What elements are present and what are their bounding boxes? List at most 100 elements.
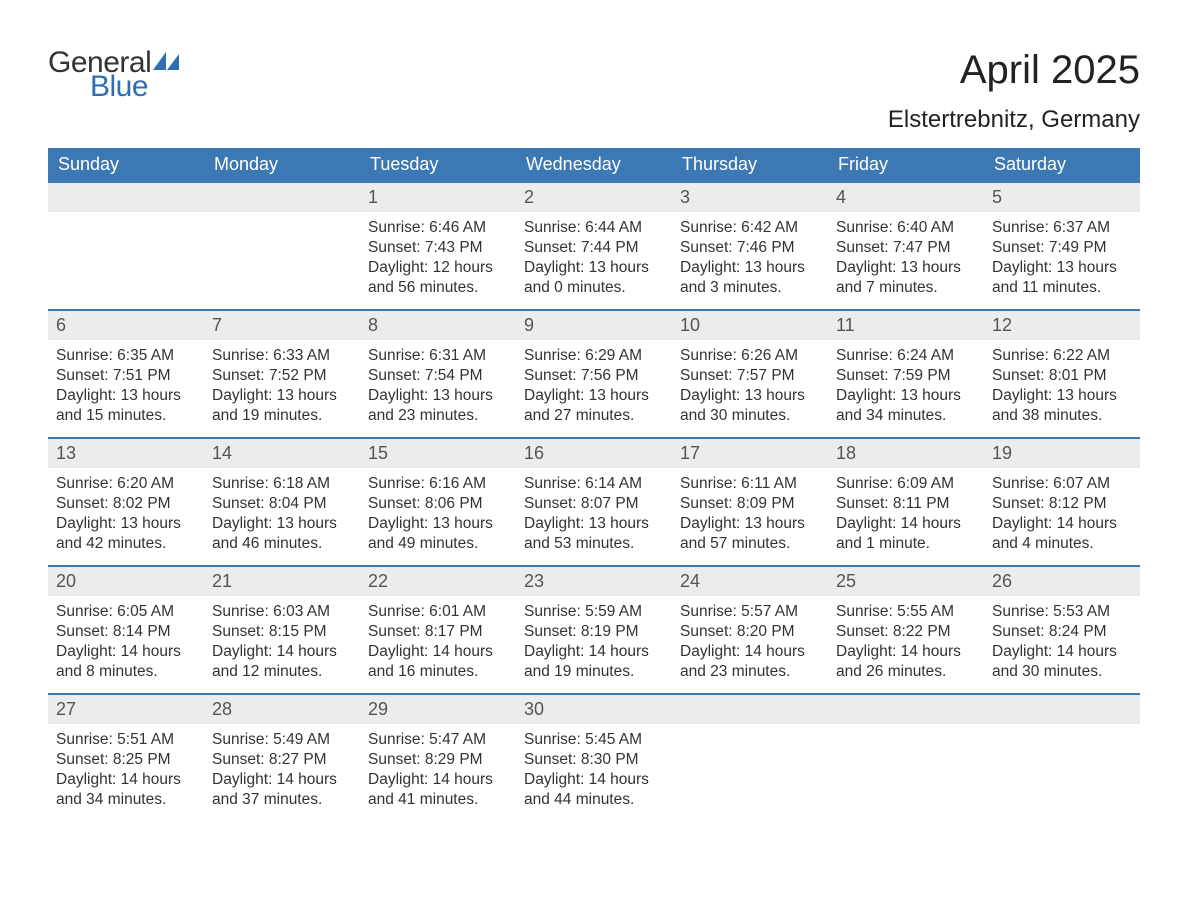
day-sunset: Sunset: 7:56 PM <box>524 366 664 386</box>
month-title: April 2025 <box>888 48 1140 92</box>
day-dl2: and 57 minutes. <box>680 534 820 554</box>
logo-sail-icon <box>153 52 179 74</box>
day-sunset: Sunset: 8:30 PM <box>524 750 664 770</box>
day-sunrise: Sunrise: 6:18 AM <box>212 474 352 494</box>
day-sunrise: Sunrise: 6:03 AM <box>212 602 352 622</box>
day-cell: 5Sunrise: 6:37 AMSunset: 7:49 PMDaylight… <box>984 182 1140 310</box>
day-number: 27 <box>48 695 204 724</box>
day-body: Sunrise: 5:57 AMSunset: 8:20 PMDaylight:… <box>672 596 828 691</box>
logo-text-blue: Blue <box>90 72 148 102</box>
day-cell: 20Sunrise: 6:05 AMSunset: 8:14 PMDayligh… <box>48 566 204 694</box>
day-body: Sunrise: 6:33 AMSunset: 7:52 PMDaylight:… <box>204 340 360 435</box>
day-body: Sunrise: 5:45 AMSunset: 8:30 PMDaylight:… <box>516 724 672 819</box>
day-cell: 9 Sunrise: 6:29 AMSunset: 7:56 PMDaylight… <box>516 310 672 438</box>
day-dl1: Daylight: 14 hours <box>524 642 664 662</box>
day-body: Sunrise: 6:37 AMSunset: 7:49 PMDaylight:… <box>984 212 1140 307</box>
day-sunset: Sunset: 7:51 PM <box>56 366 196 386</box>
day-cell: 7Sunrise: 6:33 AMSunset: 7:52 PMDaylight… <box>204 310 360 438</box>
day-number: 16 <box>516 439 672 468</box>
day-body: Sunrise: 6:01 AMSunset: 8:17 PMDaylight:… <box>360 596 516 691</box>
day-body: Sunrise: 5:49 AMSunset: 8:27 PMDaylight:… <box>204 724 360 819</box>
day-number: 20 <box>48 567 204 596</box>
day-cell: 8Sunrise: 6:31 AMSunset: 7:54 PMDaylight… <box>360 310 516 438</box>
day-number: . <box>672 695 828 724</box>
day-number: 15 <box>360 439 516 468</box>
day-sunrise: Sunrise: 6:20 AM <box>56 474 196 494</box>
day-cell: 13Sunrise: 6:20 AMSunset: 8:02 PMDayligh… <box>48 438 204 566</box>
day-sunrise: Sunrise: 6:22 AM <box>992 346 1132 366</box>
day-cell: 11Sunrise: 6:24 AMSunset: 7:59 PMDayligh… <box>828 310 984 438</box>
day-sunrise: Sunrise: 6:31 AM <box>368 346 508 366</box>
day-dl1: Daylight: 14 hours <box>680 642 820 662</box>
day-sunrise: Sunrise: 6:01 AM <box>368 602 508 622</box>
day-number: 6 <box>48 311 204 340</box>
day-cell: 14Sunrise: 6:18 AMSunset: 8:04 PMDayligh… <box>204 438 360 566</box>
day-body: Sunrise: 6:14 AMSunset: 8:07 PMDaylight:… <box>516 468 672 563</box>
day-body: Sunrise: 6:05 AMSunset: 8:14 PMDaylight:… <box>48 596 204 691</box>
day-sunset: Sunset: 8:07 PM <box>524 494 664 514</box>
day-sunset: Sunset: 8:25 PM <box>56 750 196 770</box>
day-sunset: Sunset: 8:20 PM <box>680 622 820 642</box>
logo: General Blue <box>48 48 179 102</box>
calendar-table: SundayMondayTuesdayWednesdayThursdayFrid… <box>48 148 1140 822</box>
day-number: 1 <box>360 183 516 212</box>
day-cell: . <box>984 694 1140 822</box>
day-body: Sunrise: 6:03 AMSunset: 8:15 PMDaylight:… <box>204 596 360 691</box>
day-dl2: and 41 minutes. <box>368 790 508 810</box>
day-dl2: and 7 minutes. <box>836 278 976 298</box>
day-dl2: and 12 minutes. <box>212 662 352 682</box>
day-sunrise: Sunrise: 6:24 AM <box>836 346 976 366</box>
day-number: 26 <box>984 567 1140 596</box>
day-sunset: Sunset: 8:02 PM <box>56 494 196 514</box>
day-cell: 6 Sunrise: 6:35 AMSunset: 7:51 PMDaylight… <box>48 310 204 438</box>
day-body: Sunrise: 6:16 AMSunset: 8:06 PMDaylight:… <box>360 468 516 563</box>
day-dl1: Daylight: 13 hours <box>524 386 664 406</box>
day-number: . <box>48 183 204 212</box>
day-number: 13 <box>48 439 204 468</box>
day-dl2: and 30 minutes. <box>992 662 1132 682</box>
day-dl1: Daylight: 13 hours <box>992 386 1132 406</box>
day-body: Sunrise: 6:07 AMSunset: 8:12 PMDaylight:… <box>984 468 1140 563</box>
day-cell: 24Sunrise: 5:57 AMSunset: 8:20 PMDayligh… <box>672 566 828 694</box>
column-header: Wednesday <box>516 148 672 182</box>
day-dl2: and 26 minutes. <box>836 662 976 682</box>
title-block: April 2025 Elstertrebnitz, Germany <box>888 48 1140 134</box>
day-sunset: Sunset: 8:17 PM <box>368 622 508 642</box>
column-header: Friday <box>828 148 984 182</box>
day-dl1: Daylight: 13 hours <box>680 386 820 406</box>
day-number: 14 <box>204 439 360 468</box>
day-dl1: Daylight: 13 hours <box>680 258 820 278</box>
day-sunset: Sunset: 7:52 PM <box>212 366 352 386</box>
day-number: 21 <box>204 567 360 596</box>
day-dl2: and 30 minutes. <box>680 406 820 426</box>
day-sunset: Sunset: 7:46 PM <box>680 238 820 258</box>
day-sunrise: Sunrise: 6:05 AM <box>56 602 196 622</box>
day-number: 19 <box>984 439 1140 468</box>
day-number: 3 <box>672 183 828 212</box>
calendar-body: ..1Sunrise: 6:46 AMSunset: 7:43 PMDaylig… <box>48 182 1140 822</box>
day-dl2: and 15 minutes. <box>56 406 196 426</box>
day-sunset: Sunset: 8:12 PM <box>992 494 1132 514</box>
day-number: 17 <box>672 439 828 468</box>
day-sunrise: Sunrise: 6:29 AM <box>524 346 664 366</box>
day-number: . <box>984 695 1140 724</box>
day-number: 2 <box>516 183 672 212</box>
day-body: Sunrise: 6:44 AMSunset: 7:44 PMDaylight:… <box>516 212 672 307</box>
day-body: Sunrise: 6:31 AMSunset: 7:54 PMDaylight:… <box>360 340 516 435</box>
day-dl1: Daylight: 14 hours <box>992 514 1132 534</box>
day-dl2: and 46 minutes. <box>212 534 352 554</box>
day-number: 4 <box>828 183 984 212</box>
day-body: Sunrise: 6:22 AMSunset: 8:01 PMDaylight:… <box>984 340 1140 435</box>
day-number: 5 <box>984 183 1140 212</box>
day-cell: 28Sunrise: 5:49 AMSunset: 8:27 PMDayligh… <box>204 694 360 822</box>
day-number: 30 <box>516 695 672 724</box>
day-sunrise: Sunrise: 5:51 AM <box>56 730 196 750</box>
day-dl1: Daylight: 13 hours <box>56 386 196 406</box>
day-sunset: Sunset: 8:24 PM <box>992 622 1132 642</box>
day-dl1: Daylight: 14 hours <box>212 770 352 790</box>
day-cell: 17Sunrise: 6:11 AMSunset: 8:09 PMDayligh… <box>672 438 828 566</box>
day-dl2: and 3 minutes. <box>680 278 820 298</box>
day-sunrise: Sunrise: 6:35 AM <box>56 346 196 366</box>
day-number: 9 <box>516 311 672 340</box>
day-dl1: Daylight: 13 hours <box>524 514 664 534</box>
